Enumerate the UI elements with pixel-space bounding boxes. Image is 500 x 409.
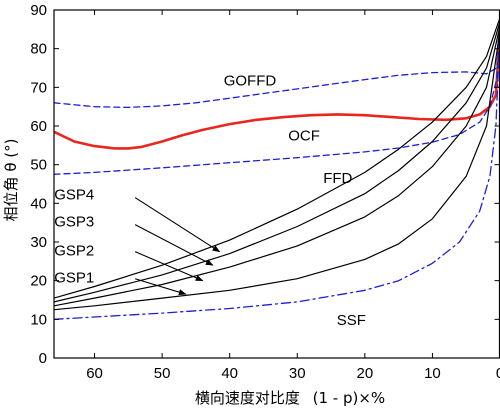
y-tick-label: 60 [30,118,47,135]
arrow-gsp4 [134,197,221,253]
series-line-ssf [54,28,500,320]
series-line-gsp1 [54,28,500,311]
x-tick-label: 60 [86,365,103,382]
x-tick-label: 50 [154,365,171,382]
annotation-gsp4: GSP4 [54,187,94,204]
series-line-gsp2 [54,24,500,307]
x-axis-title: 横向速度对比度 (1 - p)×% [195,389,385,407]
annotation-ssf: SSF [337,312,366,329]
series-line-ocf [54,28,500,150]
x-tick-label: 40 [221,365,238,382]
series-line-gsp3 [54,21,500,303]
y-tick-label: 0 [39,350,47,367]
plot-frame [53,9,500,359]
y-tick-label: 20 [30,273,47,290]
y-tick-label: 10 [30,311,47,328]
y-tick-label: 90 [30,2,47,19]
annotation-ocf: OCF [288,127,320,144]
annotation-ffd: FFD [323,170,352,187]
x-tick-label: 20 [357,365,374,382]
annotation-gsp3: GSP3 [54,214,94,231]
x-axis-title-math: (1 - p)×% [313,389,386,407]
x-tick-label: 0 [496,365,500,382]
annotation-gsp2: GSP2 [54,243,94,260]
arrow-gsp2 [134,251,204,282]
series-line-gsp4 [54,17,500,299]
series-layer [54,17,500,320]
axis-layer: 60 50 40 30 20 10 0 0 10 20 30 40 50 60 70 80 90 [30,2,500,382]
arrow-gsp3 [134,224,214,266]
annotation-layer: GOFFD OCF FFD SSF GSP4 GSP3 GSP2 GSP1 [54,73,366,330]
series-line-ffd [54,28,500,175]
y-tick-label: 70 [30,79,47,96]
x-tick-label: 10 [424,365,441,382]
y-tick-label: 80 [30,41,47,58]
x-tick-label: 30 [289,365,306,382]
y-axis-title: 相位角 θ (°) [2,139,20,222]
y-tick-label: 40 [30,195,47,212]
x-axis-title-prefix: 横向速度对比度 [195,389,300,407]
series-line-goffd [54,17,500,109]
y-tick-label: 50 [30,157,47,174]
annotation-gsp1: GSP1 [54,270,94,287]
annotation-goffd: GOFFD [224,73,277,90]
arrow-gsp1 [134,278,187,296]
y-tick-label: 30 [30,234,47,251]
